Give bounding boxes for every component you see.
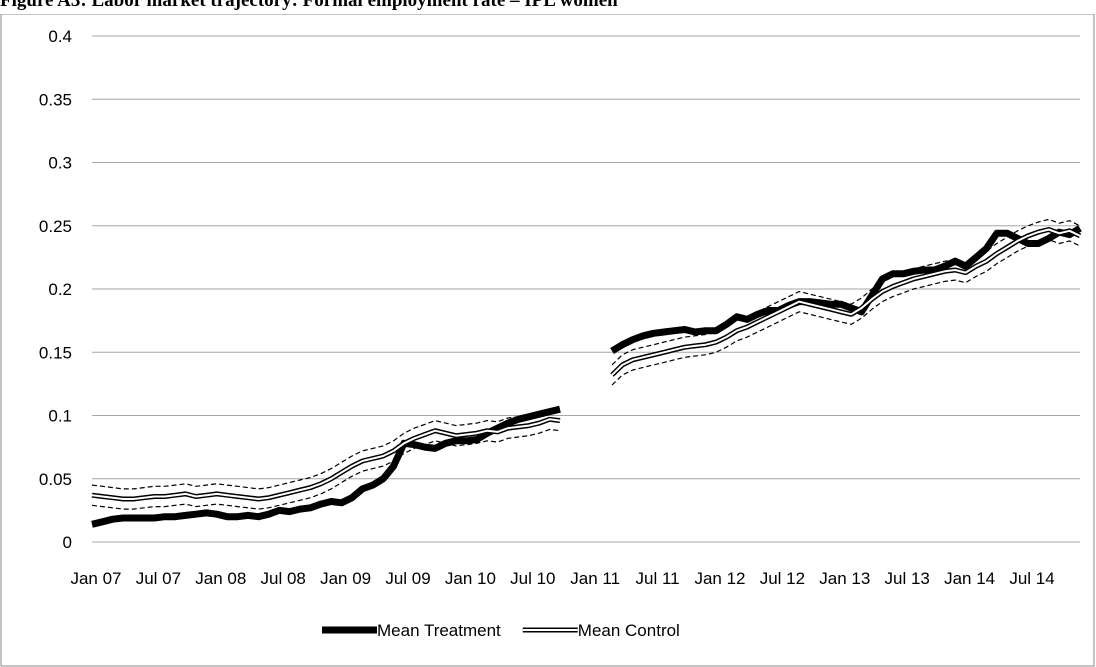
- y-tick-label: 0.1: [48, 407, 72, 426]
- x-tick-label: Jan 08: [195, 569, 246, 588]
- y-tick-label: 0.3: [48, 154, 72, 173]
- chart-frame: [0, 13, 1095, 667]
- x-tick-label: Jan 10: [445, 569, 496, 588]
- x-tick-label: Jul 13: [885, 569, 930, 588]
- x-tick-label: Jul 12: [760, 569, 805, 588]
- x-tick-label: Jan 13: [819, 569, 870, 588]
- series-line: [91, 225, 1082, 528]
- series-line: [91, 239, 1081, 510]
- series-line-inner: [91, 228, 1081, 500]
- y-tick-label: 0: [63, 533, 72, 552]
- y-tick-label: 0.2: [48, 280, 72, 299]
- x-tick-label: Jul 07: [136, 569, 181, 588]
- x-tick-label: Jan 14: [944, 569, 995, 588]
- x-tick-label: Jan 07: [70, 569, 121, 588]
- y-tick-label: 0.35: [39, 90, 72, 109]
- x-tick-label: Jul 11: [636, 569, 680, 588]
- y-tick-label: 0.4: [48, 27, 72, 46]
- x-tick-label: Jul 08: [261, 569, 306, 588]
- x-tick-label: Jan 09: [320, 569, 371, 588]
- y-tick-label: 0.15: [39, 343, 72, 362]
- y-tick-label: 0.05: [39, 470, 72, 489]
- legend-label: Mean Treatment: [377, 621, 501, 640]
- x-tick-label: Jul 10: [510, 569, 555, 588]
- y-tick-label: 0.25: [39, 217, 72, 236]
- chart-title: Figure A3: Labor market trajectory: Form…: [0, 0, 618, 11]
- x-tick-label: Jan 12: [694, 569, 745, 588]
- x-tick-label: Jul 14: [1009, 569, 1054, 588]
- x-tick-label: Jul 09: [385, 569, 430, 588]
- x-tick-label: Jan 11: [570, 569, 620, 588]
- title-band: [0, 0, 1096, 14]
- legend-label: Mean Control: [578, 621, 680, 640]
